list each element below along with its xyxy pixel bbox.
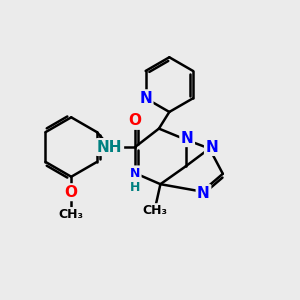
Text: O: O <box>129 113 142 128</box>
Text: N: N <box>130 167 140 180</box>
Text: N: N <box>206 140 218 154</box>
Text: N: N <box>139 91 152 106</box>
Text: NH: NH <box>97 140 123 154</box>
Text: CH₃: CH₃ <box>59 208 84 221</box>
Text: CH₃: CH₃ <box>142 204 167 218</box>
Text: H: H <box>130 181 140 194</box>
Text: N: N <box>197 186 210 201</box>
Text: N: N <box>181 130 194 146</box>
Text: O: O <box>65 185 78 200</box>
